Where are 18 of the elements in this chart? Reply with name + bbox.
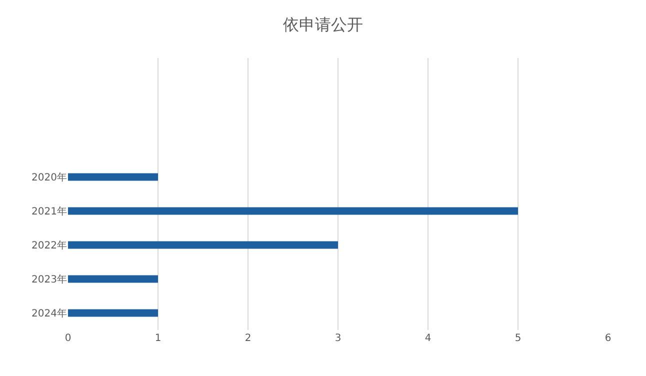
x-tick-label: 5 bbox=[514, 333, 522, 344]
bar bbox=[68, 275, 158, 283]
y-tick-label: 2021年 bbox=[32, 206, 67, 218]
y-tick-label: 2024年 bbox=[32, 308, 67, 320]
y-tick-label: 2020年 bbox=[32, 172, 67, 184]
bar bbox=[68, 173, 158, 181]
chart-title: 依申请公开 bbox=[283, 15, 363, 34]
bar bbox=[68, 207, 518, 215]
x-tick-label: 4 bbox=[424, 333, 432, 344]
x-tick-label: 0 bbox=[64, 333, 72, 344]
x-tick-label: 1 bbox=[154, 333, 162, 344]
bar bbox=[68, 309, 158, 317]
x-tick-label: 6 bbox=[604, 333, 612, 344]
bar bbox=[68, 241, 338, 249]
x-tick-label: 2 bbox=[244, 333, 252, 344]
y-tick-label: 2023年 bbox=[32, 274, 67, 286]
y-tick-label: 2022年 bbox=[32, 240, 67, 252]
x-tick-label: 3 bbox=[334, 333, 342, 344]
